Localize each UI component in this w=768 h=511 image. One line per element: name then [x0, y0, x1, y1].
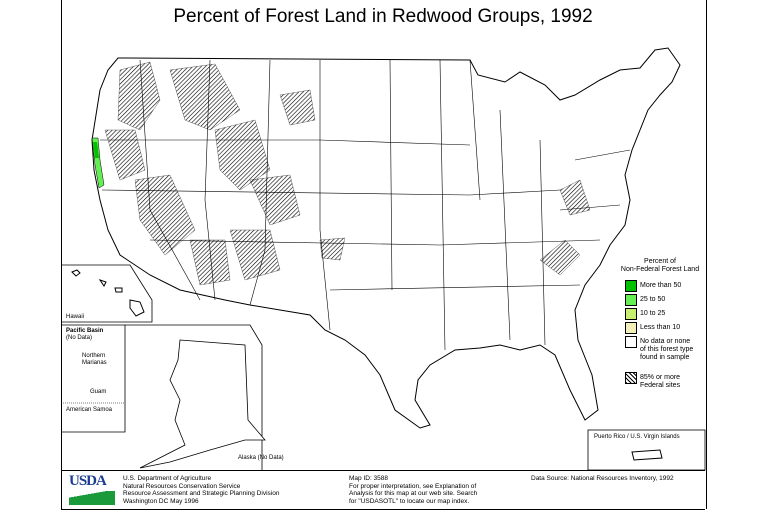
- map-title: Percent of Forest Land in Redwood Groups…: [173, 6, 593, 27]
- map-frame: [61, 0, 707, 509]
- legend-swatch-25-to-50: [625, 294, 637, 306]
- pacific-no-data-label: (No Data): [66, 335, 93, 341]
- agency-line: Washington DC May 1996: [123, 497, 199, 505]
- puerto-rico-outline: [631, 449, 663, 461]
- note-line: Analysis for this map at our web site. S…: [349, 490, 478, 497]
- legend-label: 10 to 25: [640, 310, 666, 317]
- legend-label: More than 50: [640, 282, 682, 289]
- agency-info: U.S. Department of Agriculture Natural R…: [123, 475, 279, 505]
- agency-line: U.S. Department of Agriculture: [123, 475, 212, 482]
- map-notes: Map ID: 3588 For proper interpretation, …: [349, 475, 477, 505]
- legend-label: 25 to 50: [640, 296, 666, 303]
- legend-label: Less than 10: [640, 324, 681, 331]
- data-source: Data Source: National Resources Inventor…: [531, 475, 674, 482]
- legend-label: 85% or more Federal sites: [640, 374, 681, 389]
- legend-swatch-more-than-50: [625, 280, 637, 292]
- legend-swatch-federal: [625, 372, 637, 384]
- agency-line: Resource Assessment and Strategic Planni…: [123, 490, 280, 497]
- northern-marianas-label: Marianas: [82, 360, 107, 366]
- legend-swatch-no-data: [625, 336, 637, 348]
- legend-title-line: Non-Federal Forest Land: [620, 266, 700, 273]
- alaska-outline: [139, 339, 266, 469]
- legend-swatch-less-than-10: [625, 322, 637, 334]
- map-id: Map ID: 3588: [349, 475, 389, 482]
- legend-swatch-10-to-25: [625, 308, 637, 320]
- alaska-label: Alaska (No Data): [238, 455, 284, 461]
- agency-line: Natural Resources Conservation Service: [123, 482, 241, 490]
- usda-logo: USDA: [69, 474, 115, 506]
- federal-land-hatching: [104, 61, 591, 286]
- northern-marianas-label: Northern: [82, 353, 106, 359]
- footer: USDA U.S. Department of Agriculture Natu…: [61, 470, 705, 510]
- usda-logo-text: USDA: [69, 473, 107, 489]
- hawaii-islands: [71, 269, 145, 317]
- redwood-region-top: [93, 142, 99, 158]
- guam-label: Guam: [90, 389, 107, 395]
- pacific-basin-label: Pacific Basin: [66, 328, 104, 334]
- legend-title-line: Percent of: [644, 258, 676, 265]
- puerto-rico-label: Puerto Rico / U.S. Virgin Islands: [594, 434, 680, 440]
- legend-label: No data or none of this forest type foun…: [640, 338, 694, 361]
- note-line: For proper interpretation, see Explanati…: [349, 482, 477, 490]
- note-line: for "USDASOTL" to locate our map index.: [349, 497, 470, 505]
- hawaii-label: Hawaii: [66, 314, 85, 320]
- american-samoa-label: American Samoa: [66, 407, 113, 413]
- legend-title: Percent of Non-Federal Forest Land: [620, 258, 700, 274]
